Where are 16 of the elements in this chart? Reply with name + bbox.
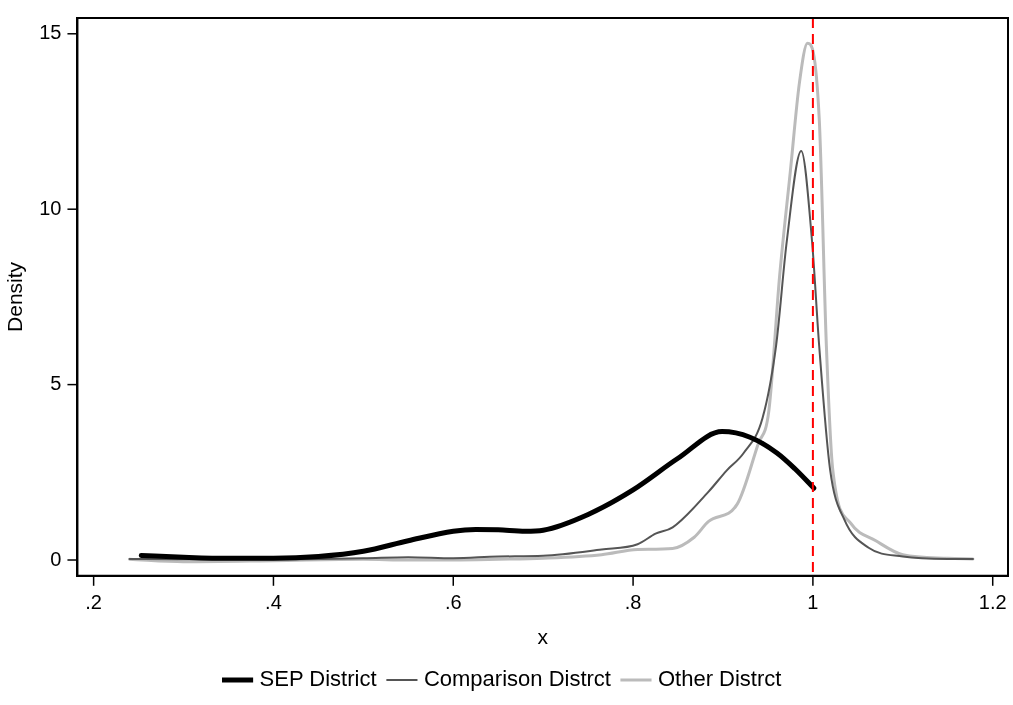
- y-tick-label: 15: [39, 21, 62, 44]
- x-tick-label: .8: [624, 591, 642, 614]
- x-tick-label: 1: [807, 591, 819, 614]
- y-axis-title: Density: [3, 261, 27, 332]
- legend-label: Comparison Distrct: [423, 666, 611, 692]
- y-tick-label: 10: [39, 196, 62, 219]
- line-series: [128, 149, 974, 561]
- y-tick-label: 0: [50, 547, 62, 570]
- x-axis-title: x: [537, 625, 549, 649]
- x-tick-label: .2: [85, 591, 102, 614]
- legend-label: Other Distrct: [657, 666, 782, 692]
- y-tick-label: 5: [50, 372, 62, 395]
- x-tick-label: 1.2: [978, 591, 1007, 614]
- x-tick-label: .4: [265, 591, 282, 614]
- x-tick-label: .6: [444, 591, 462, 614]
- legend-label: SEP District: [259, 666, 377, 692]
